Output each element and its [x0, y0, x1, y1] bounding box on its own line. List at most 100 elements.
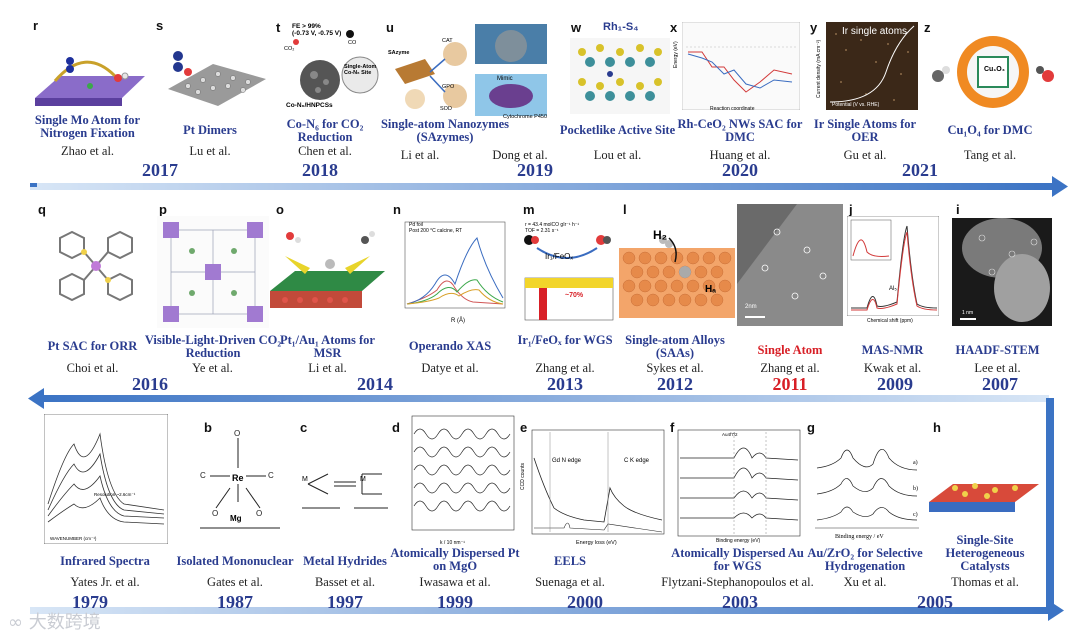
panel-author: Zhao et al.	[60, 144, 115, 158]
year-label: 2016	[132, 374, 168, 394]
svg-text:O: O	[212, 509, 218, 518]
haadf-stem-image	[952, 218, 1052, 326]
mo-atom-surface-image	[35, 57, 145, 106]
year-label: 2018	[302, 160, 338, 180]
inset-label: CAT	[442, 38, 453, 44]
inset-label: Mimic	[497, 76, 513, 82]
inset-label: Potential (V vs. RHE)	[832, 102, 880, 108]
inset-label: H₂	[653, 228, 667, 242]
xps-au-chart-image	[677, 429, 801, 537]
co-n6-catalyst-image	[293, 30, 379, 100]
panel-n: n Pd foil Post 200 °C calcine, RT R (Å) …	[385, 200, 515, 380]
panel-author: Li et al.	[400, 148, 440, 162]
panel-i: i 1 nm HAADF-STEM Lee et al.	[940, 200, 1055, 380]
axis-label: Binding energy (eV)	[716, 538, 761, 544]
panel-title: Single Mo Atom for Nitrogen Fixation	[34, 113, 141, 140]
panel-title: Rh-CeO₂ NWs SAC for DMC	[677, 117, 803, 144]
panel-x: x Reaction coordinate Energy (eV) Rh-CeO…	[670, 18, 810, 162]
year-label: 2017	[142, 160, 178, 180]
panel-letter: y	[810, 20, 818, 35]
svg-text:C: C	[268, 471, 274, 480]
cytochrome-mimic-image	[475, 24, 547, 116]
panel-letter: i	[956, 202, 960, 217]
panel-author: Flytzani-Stephanopoulos et al.	[661, 575, 814, 589]
panel-author: Datye et al.	[421, 361, 479, 375]
axis-label: CCD counts	[520, 463, 526, 490]
cu1o4-catalyst-image	[932, 36, 1054, 108]
year-label: 2020	[722, 160, 758, 180]
year-label: 2019	[517, 160, 553, 180]
year-label: 2014	[357, 374, 393, 394]
year-label: 2003	[722, 592, 758, 612]
panel-author: Gates et al.	[207, 575, 263, 589]
panel-title: Au/ZrO₂ for Selective Hydrogenation	[807, 546, 923, 573]
inset-label: Ir single atoms	[842, 26, 908, 37]
panel-g: g a) b) c) Binding energy / eV Au/ZrO₂ f…	[805, 410, 925, 590]
panel-letter: j	[849, 202, 853, 217]
panel-title: Pocketlike Active Site	[559, 123, 676, 137]
panel-k: k 2nm Single Atom Zhang et al.	[735, 200, 845, 380]
panel-author: Kwak et al.	[863, 361, 922, 375]
inset-label: Resolution ~2.6cm⁻¹	[94, 492, 136, 497]
legend-label: Pd foil	[409, 222, 423, 228]
panel-letter: o	[276, 202, 284, 217]
panel-letter: m	[523, 202, 535, 217]
year-label: 2012	[657, 374, 693, 394]
inset-label: FE > 99%	[292, 23, 321, 30]
inset-label: a)	[913, 460, 918, 466]
ir-single-atoms-stem-image	[826, 22, 918, 110]
inset-label: Co-N₆/HNPCSs	[286, 102, 333, 109]
mof-framework-image	[157, 216, 269, 328]
panel-title: Pt₁/Au₁ Atoms for MSR	[280, 333, 375, 360]
panel-author: Choi et al.	[66, 361, 119, 375]
year-label: 2000	[567, 592, 603, 612]
panel-title: Atomically Dispersed Pt on MgO	[390, 546, 520, 573]
svg-text:O: O	[234, 429, 240, 438]
mas-nmr-chart-image	[847, 216, 939, 316]
inset-label: CO₂	[284, 46, 295, 52]
inset-label: Single-Atom Co-N₆ Site	[344, 64, 377, 76]
axis-label: R (Å)	[451, 318, 465, 324]
panel-author: Thomas et al.	[951, 575, 1019, 589]
panel-author: Lou et al.	[593, 148, 642, 162]
inset-label: Cytochrome P450	[503, 114, 548, 120]
scale-label: 2nm	[745, 304, 757, 310]
year-label: 1987	[217, 592, 253, 612]
panel-author: Sykes et al.	[646, 361, 704, 375]
panel-author: Dong et al.	[492, 148, 548, 162]
inset-label: C K edge	[624, 458, 650, 464]
re-complex-structure-image: O C C O O	[200, 429, 280, 529]
panel-letter: z	[924, 20, 931, 35]
panel-letter: t	[276, 20, 281, 35]
inset-label: Re	[232, 473, 244, 483]
energy-profile-chart-image	[682, 22, 800, 110]
panel-author: Basset et al.	[314, 575, 376, 589]
pt-dimer-graphene-image	[168, 51, 266, 106]
panel-title: EELS	[554, 554, 586, 568]
inset-label: Reaction coordinate	[710, 106, 755, 112]
panel-b: b O C C O O Re Mg Isolated Mononuclear Gates…	[170, 410, 300, 590]
inset-label: SAzyme	[388, 50, 410, 56]
inset-label: Rh₁-S₄	[603, 21, 639, 33]
panel-f: f Au4f7/2 Binding energy (eV) Atomically…	[661, 410, 813, 590]
panel-title: Isolated Mononuclear	[176, 554, 294, 568]
panel-a: a Resolution ~2.6cm⁻¹ WAVENUMBER (cm⁻¹) …	[40, 410, 170, 590]
watermark-icon: ∞	[8, 612, 29, 633]
panel-title: Ir Single Atoms for OER	[813, 117, 917, 144]
panel-letter: d	[392, 420, 400, 435]
panel-title: Single-atom Alloys (SAAs)	[625, 333, 725, 360]
single-atom-stem-image	[737, 204, 843, 326]
panel-z: z Cu₁O₄ Cu₁O₄ for DMC Tang et al.	[920, 18, 1060, 162]
metal-hydride-structure-image	[302, 473, 388, 509]
panel-w: w Rh₁-S₄ Pocketlike Active Site Lou et a…	[560, 18, 675, 162]
svg-text:C: C	[200, 471, 206, 480]
ir1-feox-catalysis-image	[524, 235, 614, 321]
panel-title: MAS-NMR	[861, 343, 924, 357]
inset-label: r = 43.4 molCO gIr⁻¹ h⁻¹	[525, 222, 580, 228]
svg-text:O: O	[256, 509, 262, 518]
inset-label: GPO	[442, 84, 455, 90]
panel-title: Single Atom	[757, 343, 823, 357]
watermark: ∞ 大数跨境	[8, 608, 101, 634]
panel-letter: n	[393, 202, 401, 217]
